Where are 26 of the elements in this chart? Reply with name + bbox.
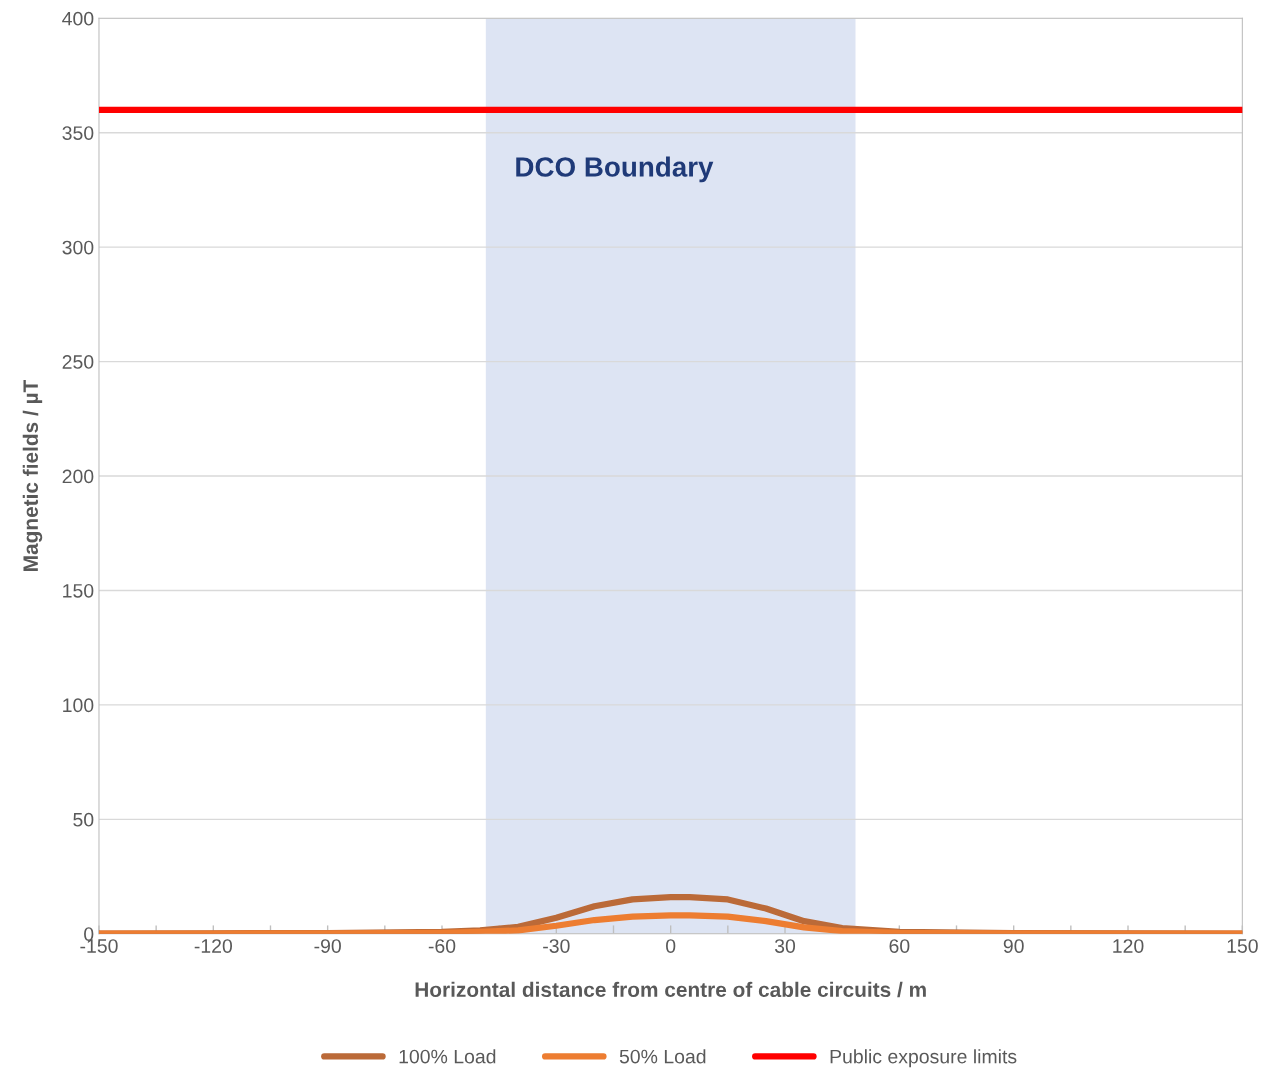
- y-tick-label: 150: [63, 583, 94, 598]
- y-tick-label: 350: [62, 126, 94, 140]
- x-tick-label: 120: [1113, 939, 1144, 953]
- y-tick-label: 400: [62, 11, 94, 26]
- x-tick-label: -60: [428, 939, 456, 953]
- y-tick-label: 300: [62, 240, 94, 255]
- x-tick-label: -120: [194, 939, 233, 953]
- legend-label: 50% Load: [619, 1049, 706, 1064]
- x-tick-label: -90: [314, 939, 341, 953]
- x-tick-label: 30: [774, 939, 796, 953]
- y-tick-label: 100: [63, 698, 94, 713]
- y-tick-label: 200: [62, 469, 94, 484]
- y-axis-title: Magnetic fields / µT: [22, 379, 43, 571]
- x-tick-label: 150: [1227, 939, 1258, 953]
- y-tick-label: 0: [84, 927, 94, 941]
- x-tick-label: 90: [1003, 939, 1024, 953]
- x-tick-label: -150: [80, 939, 118, 953]
- legend-label: Public exposure limits: [830, 1049, 1017, 1068]
- x-tick-label: -30: [543, 939, 570, 953]
- x-axis-title: Horizontal distance from centre of cable circuits / m: [415, 981, 926, 998]
- y-tick-label: 50: [73, 812, 94, 827]
- legend-label: 100% Load: [399, 1049, 496, 1064]
- band-label: DCO Boundary: [516, 156, 714, 183]
- x-tick-label: 60: [889, 939, 910, 953]
- x-tick-label: 0: [666, 939, 676, 953]
- y-tick-label: 250: [62, 355, 94, 369]
